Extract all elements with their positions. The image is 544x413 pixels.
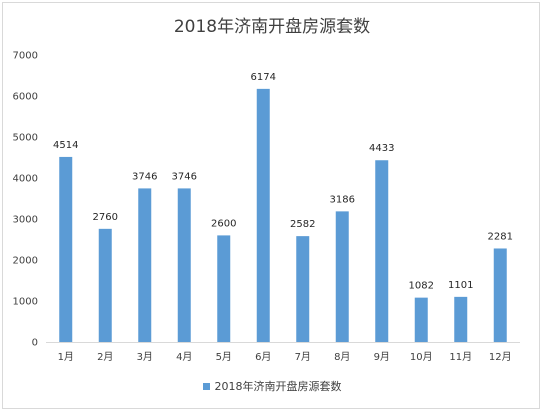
x-tick-label: 2月 <box>97 351 113 363</box>
x-tick-label: 6月 <box>255 351 271 363</box>
bar <box>375 160 389 342</box>
bar <box>493 248 507 342</box>
data-label: 2600 <box>211 218 236 229</box>
data-label: 1082 <box>409 281 434 292</box>
y-tick-label: 4000 <box>13 174 38 185</box>
y-tick-label: 5000 <box>13 133 38 144</box>
data-labels: 4514 2760 3746 3746 2600 6174 2582 3186 4433 1082… <box>53 72 513 292</box>
legend-swatch <box>202 383 210 390</box>
data-label: 4433 <box>369 143 394 154</box>
x-axis: 1月 2月 3月 4月 5月 6月 7月 8月 9月 10月 11月 12月 <box>46 342 520 363</box>
x-tick-label: 4月 <box>176 351 192 363</box>
bar <box>256 88 270 342</box>
y-tick-label: 1000 <box>13 297 38 308</box>
x-tick-label: 9月 <box>374 351 390 363</box>
y-tick-label: 6000 <box>13 92 38 103</box>
data-label: 3746 <box>172 171 197 182</box>
data-label: 4514 <box>53 140 78 151</box>
x-tick-label: 10月 <box>410 351 433 363</box>
data-label: 2582 <box>290 219 315 230</box>
bars <box>59 88 507 342</box>
bar <box>335 211 349 342</box>
x-tick-label: 8月 <box>334 351 350 363</box>
data-label: 1101 <box>448 280 473 291</box>
bar <box>98 228 112 342</box>
bar <box>296 236 310 342</box>
bar <box>217 235 231 342</box>
data-label: 2281 <box>488 231 513 242</box>
bar <box>454 296 468 342</box>
bar <box>414 297 428 342</box>
chart-frame <box>2 2 540 409</box>
y-tick-label: 3000 <box>13 215 38 226</box>
x-tick-label: 12月 <box>489 351 512 363</box>
y-axis: 0 1000 2000 3000 4000 5000 6000 7000 <box>13 51 38 349</box>
x-tick-label: 1月 <box>58 351 74 363</box>
y-tick-label: 7000 <box>13 51 38 62</box>
y-tick-label: 0 <box>32 338 38 349</box>
legend: 2018年济南开盘房源套数 <box>0 378 544 394</box>
data-label: 3746 <box>132 171 157 182</box>
x-tick-label: 3月 <box>137 351 153 363</box>
x-tick-label: 11月 <box>449 351 472 363</box>
x-tick-label: 5月 <box>216 351 232 363</box>
data-label: 3186 <box>330 194 355 205</box>
legend-label: 2018年济南开盘房源套数 <box>214 380 342 393</box>
chart-title: 2018年济南开盘房源套数 <box>173 17 371 37</box>
y-tick-label: 2000 <box>13 256 38 267</box>
data-label: 2760 <box>93 212 118 223</box>
x-tick-label: 7月 <box>295 351 311 363</box>
bar <box>59 156 73 342</box>
data-label: 6174 <box>251 72 276 83</box>
bar <box>177 188 191 342</box>
bar <box>138 188 152 342</box>
